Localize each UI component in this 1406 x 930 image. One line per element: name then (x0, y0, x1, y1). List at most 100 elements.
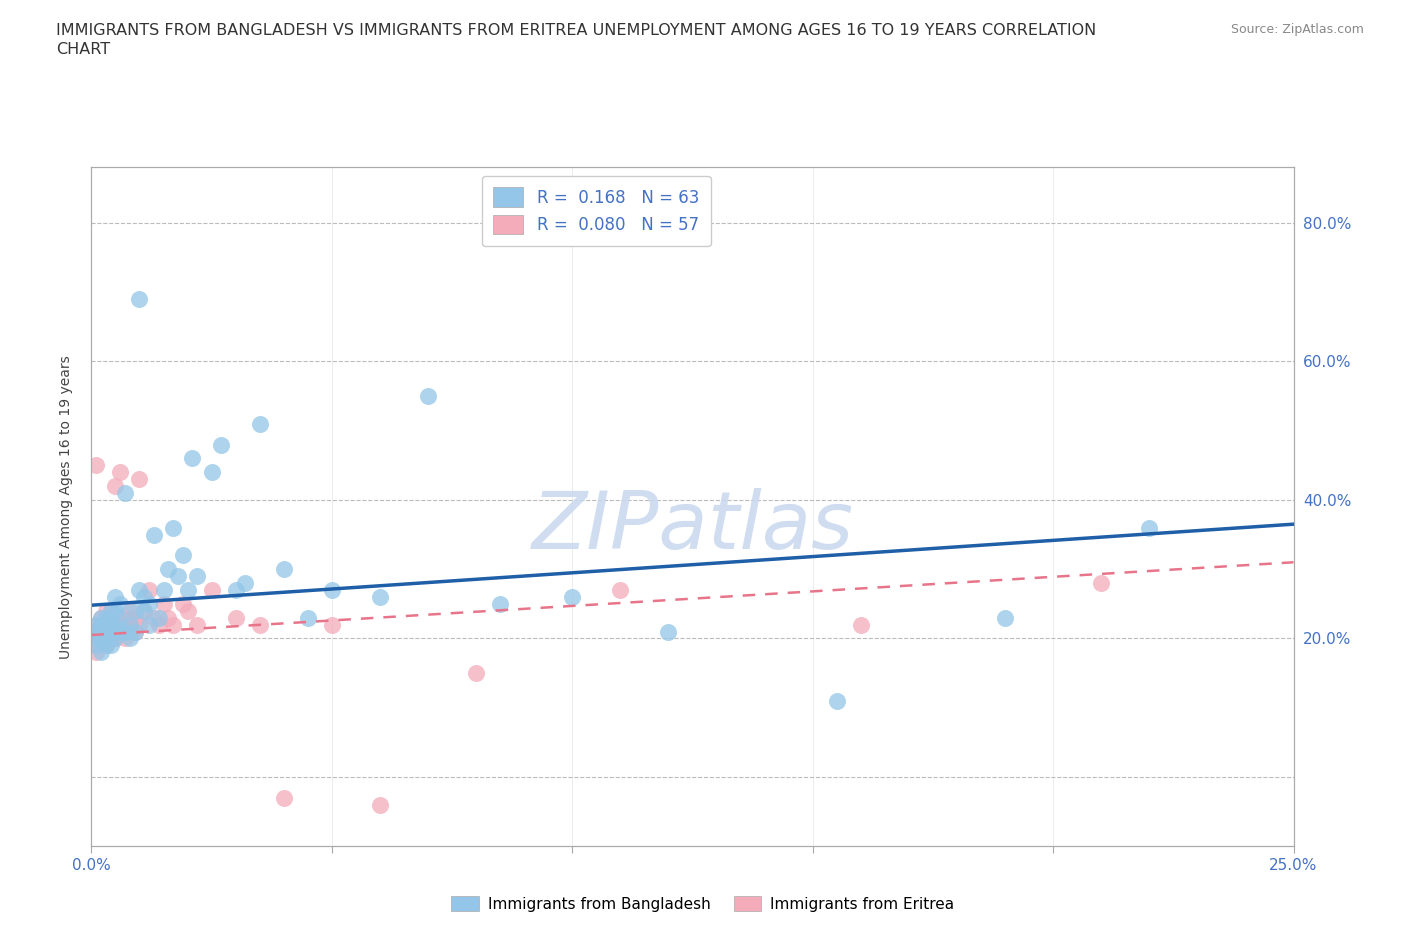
Point (84, 624, 107, 639)
Point (416, 389, 439, 404)
Point (90, 631, 112, 646)
Point (152, 596, 174, 611)
Point (100, 618, 122, 632)
Point (84, 631, 107, 646)
Point (128, 472, 150, 486)
Point (561, 590, 583, 604)
Point (148, 618, 170, 632)
Point (368, 590, 391, 604)
Point (128, 292, 150, 307)
Point (124, 610, 146, 625)
Point (94, 624, 117, 639)
Text: Source: ZipAtlas.com: Source: ZipAtlas.com (1230, 23, 1364, 36)
Point (90, 644, 112, 659)
Point (209, 437, 232, 452)
Point (84, 618, 107, 632)
Y-axis label: Unemployment Among Ages 16 to 19 years: Unemployment Among Ages 16 to 19 years (59, 355, 73, 658)
Point (110, 610, 132, 625)
Point (1090, 576, 1112, 591)
Point (186, 568, 208, 583)
Point (201, 582, 224, 597)
Point (134, 604, 156, 618)
Point (104, 610, 127, 625)
Point (104, 479, 127, 494)
Point (90, 631, 112, 646)
Text: ZIPatlas: ZIPatlas (531, 488, 853, 566)
Point (110, 624, 132, 639)
Point (100, 631, 122, 646)
Point (201, 465, 224, 480)
Point (225, 582, 247, 597)
Point (176, 604, 198, 618)
Point (465, 666, 488, 681)
Point (110, 465, 132, 480)
Point (100, 604, 122, 618)
Point (118, 618, 141, 632)
Legend: R =  0.168   N = 63, R =  0.080   N = 57: R = 0.168 N = 63, R = 0.080 N = 57 (482, 176, 711, 246)
Point (94, 610, 117, 625)
Point (104, 631, 127, 646)
Point (94, 604, 117, 618)
Point (90, 618, 112, 632)
Point (321, 582, 343, 597)
Point (657, 624, 679, 639)
Point (225, 610, 247, 625)
Point (134, 590, 156, 604)
Point (138, 618, 160, 632)
Point (134, 604, 156, 618)
Point (94, 618, 117, 632)
Text: IMMIGRANTS FROM BANGLADESH VS IMMIGRANTS FROM ERITREA UNEMPLOYMENT AMONG AGES 16: IMMIGRANTS FROM BANGLADESH VS IMMIGRANTS… (56, 23, 1097, 38)
Point (128, 618, 150, 632)
Point (100, 618, 122, 632)
Point (110, 610, 132, 625)
Point (994, 610, 1017, 625)
Point (94, 638, 117, 653)
Point (118, 604, 141, 618)
Point (609, 582, 631, 597)
Point (100, 624, 122, 639)
Point (100, 624, 122, 639)
Point (114, 618, 136, 632)
Point (114, 485, 136, 500)
Point (90, 618, 112, 632)
Point (138, 582, 160, 597)
Point (114, 624, 136, 639)
Point (849, 618, 872, 632)
Point (84, 631, 107, 646)
Point (321, 618, 343, 632)
Point (94, 631, 117, 646)
Point (110, 624, 132, 639)
Point (104, 618, 127, 632)
Point (162, 520, 184, 535)
Point (124, 604, 146, 618)
Point (84, 638, 107, 653)
Point (233, 576, 256, 591)
Point (104, 604, 127, 618)
Point (162, 618, 184, 632)
Point (249, 618, 271, 632)
Point (100, 610, 122, 625)
Point (90, 624, 112, 639)
Point (104, 631, 127, 646)
Point (167, 568, 190, 583)
Point (176, 582, 198, 597)
Point (84, 638, 107, 653)
Point (172, 596, 194, 611)
Legend: Immigrants from Bangladesh, Immigrants from Eritrea: Immigrants from Bangladesh, Immigrants f… (446, 889, 960, 918)
Point (157, 610, 180, 625)
Point (94, 624, 117, 639)
Point (90, 610, 112, 625)
Point (90, 624, 112, 639)
Point (489, 596, 512, 611)
Point (84, 458, 107, 472)
Point (94, 638, 117, 653)
Point (297, 610, 319, 625)
Point (128, 582, 150, 597)
Point (157, 562, 180, 577)
Point (825, 694, 848, 709)
Point (249, 417, 271, 432)
Point (94, 631, 117, 646)
Point (90, 610, 112, 625)
Point (94, 618, 117, 632)
Point (124, 624, 146, 639)
